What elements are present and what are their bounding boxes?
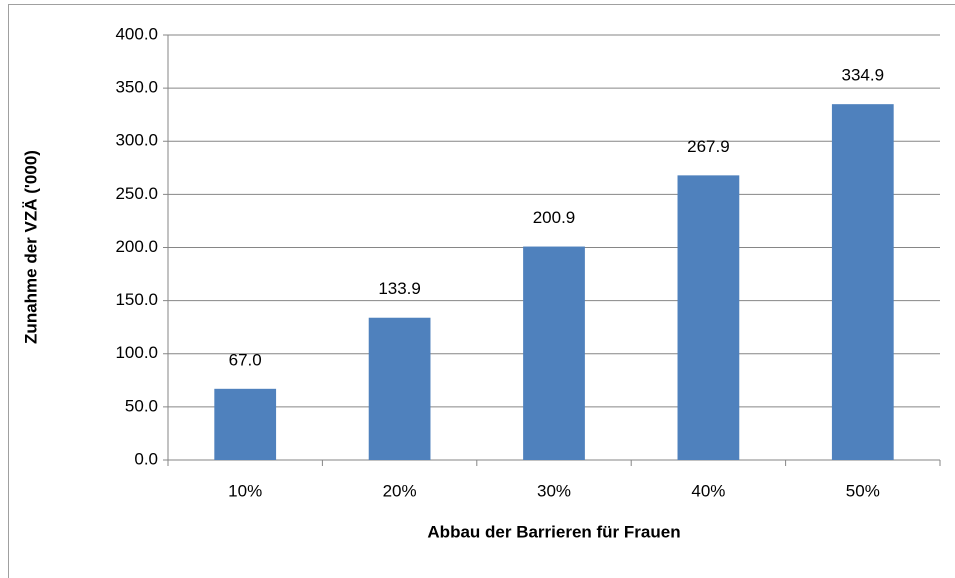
x-tick-label: 10% (228, 481, 262, 500)
data-label: 334.9 (842, 66, 885, 85)
y-axis-title: Zunahme der VZÄ ('000) (21, 150, 40, 344)
data-label: 67.0 (229, 350, 262, 369)
x-tick-label: 30% (537, 481, 571, 500)
y-tick-label: 0.0 (134, 449, 158, 468)
data-label: 267.9 (687, 137, 730, 156)
x-axis-title: Abbau der Barrieren für Frauen (427, 522, 680, 541)
y-tick-label: 350.0 (115, 78, 158, 97)
bar (368, 317, 431, 460)
data-label: 200.9 (533, 208, 576, 227)
bar (831, 104, 894, 460)
y-tick-label: 50.0 (125, 396, 158, 415)
y-tick-label: 150.0 (115, 290, 158, 309)
y-tick-label: 300.0 (115, 131, 158, 150)
x-tick-label: 50% (846, 481, 880, 500)
y-tick-label: 250.0 (115, 184, 158, 203)
bar (523, 246, 585, 460)
bar (214, 388, 277, 460)
y-tick-label: 200.0 (115, 237, 158, 256)
y-tick-label: 400.0 (115, 24, 158, 43)
data-label: 133.9 (378, 279, 421, 298)
y-tick-label: 100.0 (115, 343, 158, 362)
x-tick-label: 40% (691, 481, 725, 500)
x-tick-label: 20% (383, 481, 417, 500)
bar (677, 175, 740, 460)
chart-frame (8, 4, 955, 578)
